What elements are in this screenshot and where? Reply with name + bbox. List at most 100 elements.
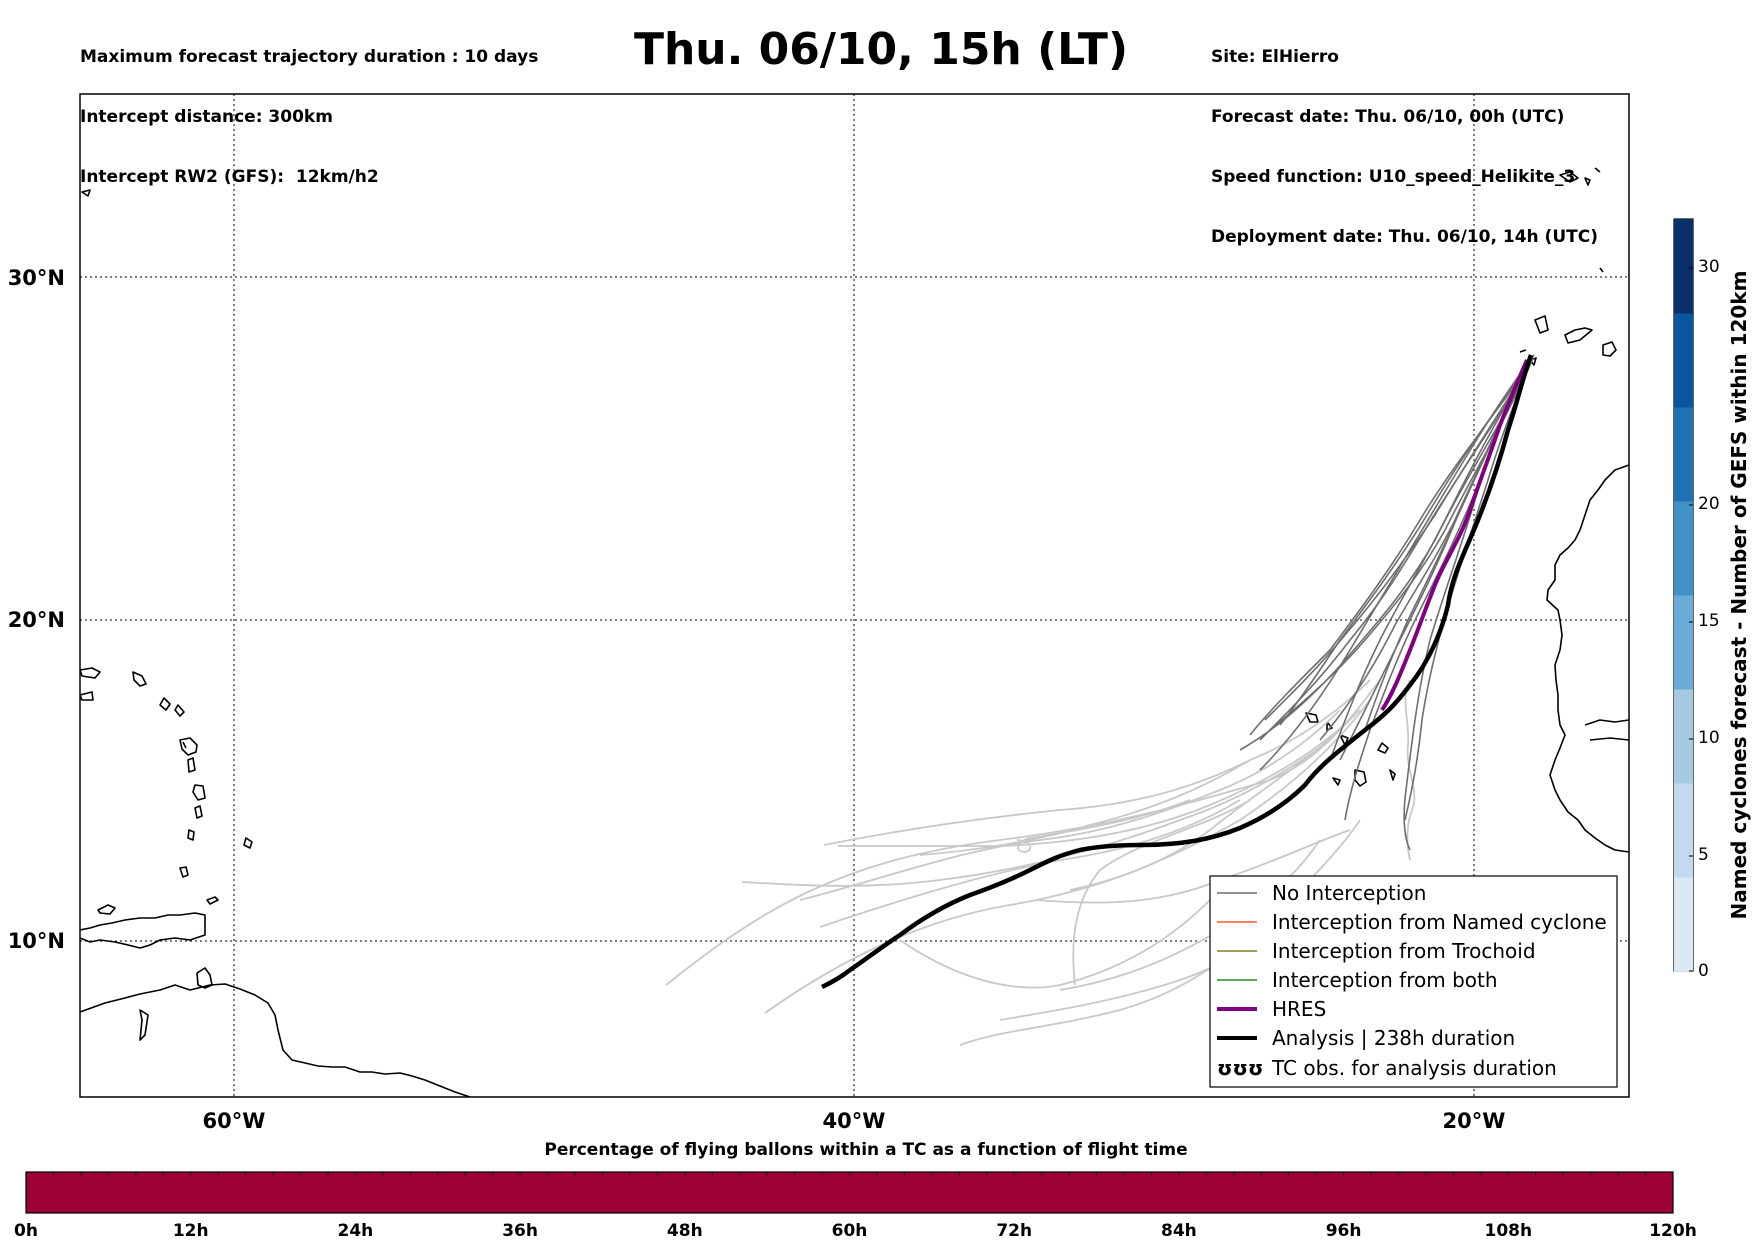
bottom-bar-tick-label: 108h — [1485, 1221, 1533, 1241]
lon-label-40w: 40°W — [823, 1109, 886, 1133]
legend-analysis-label: Analysis | 238h duration — [1272, 1026, 1515, 1050]
colorbar-segment — [1674, 501, 1693, 596]
cyclone-symbol-icon: ʊʊʊ — [1217, 1056, 1263, 1080]
colorbar-segment — [1674, 313, 1693, 408]
colorbar-ticks: 0 5 10 15 20 30 — [1698, 257, 1720, 981]
bottom-bar-tick-label: 12h — [173, 1221, 209, 1241]
puerto-rico — [132, 671, 147, 687]
tobago — [206, 896, 219, 905]
guadeloupe — [179, 737, 198, 756]
light-track-1 — [665, 679, 1381, 986]
hispaniola-fragment — [80, 691, 94, 701]
bottom-bar-title: Percentage of flying ballons within a TC… — [544, 1140, 1187, 1160]
bonaire-island — [97, 904, 116, 915]
dominica — [187, 757, 196, 773]
legend-no-interception-label: No Interception — [1272, 881, 1426, 905]
bottom-bar-tick-label: 84h — [1161, 1221, 1197, 1241]
light-track-13 — [1069, 719, 1351, 891]
south-america-coast — [80, 983, 471, 1097]
coastlines — [80, 167, 1629, 1097]
colorbar-segment — [1674, 877, 1693, 972]
colorbar-segment — [1674, 689, 1693, 784]
colorbar-segment — [1674, 783, 1693, 878]
canary-islands — [1519, 315, 1617, 366]
cyclone-count-colorbar: 0 5 10 15 20 30 Named cyclones forecast … — [1673, 218, 1751, 981]
grey-track-10 — [1319, 365, 1530, 741]
legend-named-cyclone-label: Interception from Named cyclone — [1272, 910, 1607, 934]
legend-both-label: Interception from both — [1272, 968, 1498, 992]
senegal-coast-bits — [1584, 719, 1629, 741]
deployment-date-text: Deployment date: Thu. 06/10, 14h (UTC) — [1211, 227, 1598, 247]
flight-time-bar: Percentage of flying ballons within a TC… — [14, 1140, 1697, 1241]
intercept-distance-text: Intercept distance: 300km — [80, 107, 333, 127]
light-track-loop — [1016, 799, 1191, 853]
legend: No Interception Interception from Named … — [1209, 875, 1618, 1088]
light-track-7 — [799, 709, 1341, 901]
trinidad-island — [196, 967, 213, 989]
max-duration-text: Maximum forecast trajectory duration : 1… — [80, 47, 539, 67]
bottom-bar-tick-label: 36h — [502, 1221, 538, 1241]
bottom-bar-tick-label: 48h — [667, 1221, 703, 1241]
guyana-coast — [139, 1009, 149, 1041]
african-coast — [1546, 464, 1629, 853]
hres-track — [1380, 359, 1529, 712]
light-track-12 — [1072, 799, 1251, 986]
colorbar-tick: 5 — [1698, 845, 1709, 865]
map-frame — [79, 93, 1630, 1098]
colorbar-tick: 10 — [1698, 728, 1720, 748]
lon-label-60w: 60°W — [203, 1109, 266, 1133]
light-track-6 — [819, 799, 1241, 928]
legend-trochoid-label: Interception from Trochoid — [1272, 939, 1536, 963]
saint-lucia — [194, 805, 203, 819]
intercept-rw2-text: Intercept RW2 (GFS): 12km/h2 — [80, 167, 379, 187]
grey-track-12 — [1239, 377, 1526, 751]
colorbar-title: Named cyclones forecast - Number of GEFS… — [1727, 271, 1751, 920]
grey-track-13 — [1404, 357, 1534, 821]
forecast-parameters: Maximum forecast trajectory duration : 1… — [80, 7, 538, 207]
lat-label-30n: 30°N — [8, 266, 65, 290]
grey-track-8 — [1344, 359, 1531, 821]
light-track-8 — [959, 819, 1361, 1046]
grey-track-3 — [1249, 364, 1531, 736]
bottom-bar-tick-label: 60h — [832, 1221, 868, 1241]
lat-label-20n: 20°N — [8, 608, 65, 632]
speed-function-text: Speed function: U10_speed_Helikite_3 — [1211, 167, 1576, 187]
madeira-island — [1599, 267, 1604, 273]
no-interception-tracks — [1239, 354, 1535, 851]
grenada — [179, 866, 189, 878]
colorbar-tick: 15 — [1698, 611, 1720, 631]
bottom-bar-tick-label: 120h — [1649, 1221, 1697, 1241]
legend-tc-obs-label: TC obs. for analysis duration — [1271, 1056, 1557, 1080]
colorbar-tick: 0 — [1698, 961, 1709, 981]
grey-track-14 — [1264, 364, 1530, 721]
lon-label-20w: 20°W — [1443, 1109, 1506, 1133]
light-track-11 — [899, 899, 1211, 989]
colorbar-segment — [1674, 219, 1693, 314]
forecast-date-text: Forecast date: Thu. 06/10, 00h (UTC) — [1211, 107, 1565, 127]
light-track-5 — [823, 679, 1371, 846]
site-text: Site: ElHierro — [1211, 47, 1339, 67]
light-track-14 — [919, 759, 1251, 856]
cuba-fragment — [80, 667, 101, 679]
leeward-islands — [159, 697, 185, 717]
grey-track-7 — [1403, 367, 1529, 851]
colorbar-tick: 20 — [1698, 494, 1720, 514]
colorbar-segment — [1674, 407, 1693, 502]
bermuda-dot — [81, 189, 91, 197]
st-vincent — [187, 829, 195, 841]
bottom-bar-tick-label: 0h — [14, 1221, 38, 1241]
analysis-track — [820, 354, 1534, 990]
colorbar-tick: 30 — [1698, 257, 1720, 277]
light-track-16 — [1404, 679, 1416, 861]
legend-box — [1209, 875, 1618, 1088]
azores-islands — [1559, 167, 1601, 186]
bottom-bar-tick-label: 72h — [996, 1221, 1032, 1241]
lat-label-10n: 10°N — [8, 929, 65, 953]
map-title: Thu. 06/10, 15h (LT) — [633, 24, 1129, 75]
bottom-bar-tick-label: 24h — [338, 1221, 374, 1241]
martinique — [192, 784, 206, 801]
site-parameters: Site: ElHierro Forecast date: Thu. 06/10… — [1211, 7, 1598, 267]
light-ensemble-tracks — [665, 679, 1416, 1046]
venezuela-coast — [80, 912, 206, 949]
